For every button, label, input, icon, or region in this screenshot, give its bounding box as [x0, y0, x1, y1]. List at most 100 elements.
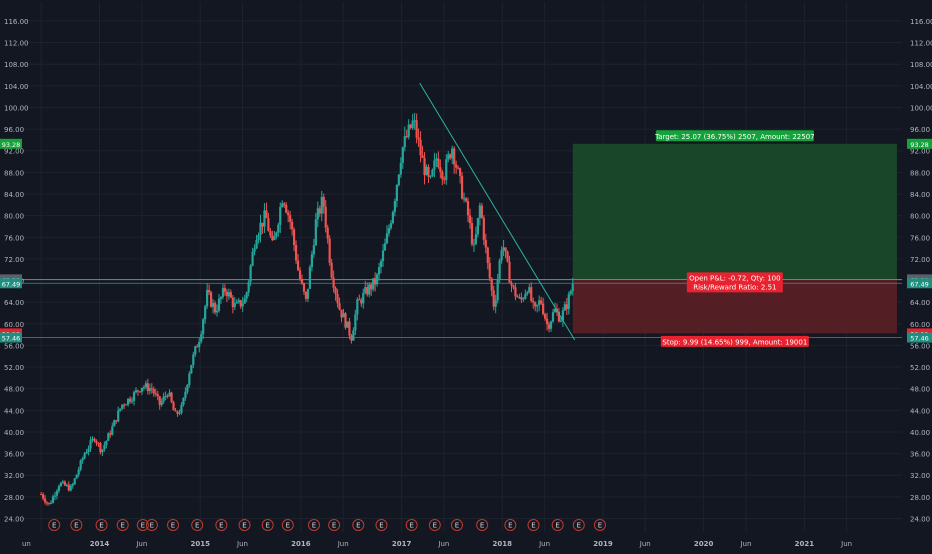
earnings-marker — [504, 519, 517, 531]
candle-body — [468, 215, 472, 224]
candle-body — [196, 346, 199, 348]
candle-body — [111, 426, 114, 435]
candle-body — [514, 287, 517, 297]
earnings-marker-label: E — [379, 522, 383, 530]
candle-body — [352, 330, 355, 341]
candle-body — [494, 300, 497, 307]
candle-body — [239, 300, 242, 307]
x-tick-label: 2017 — [392, 540, 412, 548]
earnings-marker — [281, 519, 294, 531]
x-tick-label: un — [22, 540, 31, 548]
candle-body — [306, 288, 310, 299]
candle-body — [113, 420, 116, 427]
x-tick-label: 2019 — [593, 540, 613, 548]
candle-body — [85, 451, 88, 454]
earnings-marker-label: E — [555, 522, 559, 530]
candle-body — [488, 262, 491, 279]
candle-body — [73, 478, 76, 485]
candle-body — [518, 297, 521, 299]
candle-body — [322, 196, 325, 207]
candle-body — [571, 284, 574, 292]
x-tick-label: Jun — [337, 540, 349, 548]
y-tick-label-right: 44.00 — [910, 407, 930, 415]
candle-body — [283, 203, 286, 205]
candle-body — [482, 217, 485, 240]
candle-body — [516, 296, 519, 298]
earnings-marker-label: E — [242, 522, 246, 530]
y-tick-label-left: 60.00 — [4, 321, 24, 329]
target-zone — [572, 143, 897, 280]
candle-body — [377, 267, 381, 275]
y-tick-label-left: 44.00 — [4, 407, 24, 415]
y-tick-label-right: 92.00 — [910, 148, 930, 156]
candle-body — [547, 324, 551, 329]
candle-body — [308, 267, 312, 289]
candle-body — [166, 395, 169, 397]
candle-body — [561, 310, 564, 321]
candle-body — [553, 309, 557, 313]
candle-body — [265, 210, 268, 219]
x-tick-label: Jun — [639, 540, 651, 548]
candle-body — [59, 482, 62, 487]
candle-body — [158, 396, 161, 405]
candle-body — [296, 260, 300, 271]
candle-body — [338, 303, 341, 310]
candle-body — [567, 294, 570, 310]
candle-body — [79, 460, 82, 470]
y-tick-label-right: 100.00 — [910, 104, 932, 112]
earnings-marker-label: E — [455, 522, 459, 530]
candle-body — [492, 290, 495, 307]
earnings-marker-label: E — [195, 522, 199, 530]
candle-body — [405, 136, 408, 138]
x-tick-label: Jun — [739, 540, 751, 548]
candle-body — [269, 231, 272, 236]
candle-body — [43, 498, 47, 503]
earnings-marker — [428, 519, 441, 531]
earnings-marker — [116, 519, 129, 531]
candle-body — [47, 502, 51, 504]
candle-body — [362, 292, 365, 304]
price-badge-left-text: 93.28 — [2, 141, 21, 149]
candle-body — [549, 321, 553, 329]
candle-body — [109, 433, 112, 435]
earnings-marker — [191, 519, 204, 531]
candle-body — [520, 297, 523, 300]
y-tick-label-right: 76.00 — [910, 234, 930, 242]
y-tick-label-right: 24.00 — [910, 515, 930, 523]
earnings-marker — [551, 519, 564, 531]
y-tick-label-left: 80.00 — [4, 213, 24, 221]
candle-body — [330, 262, 333, 278]
candle-body — [374, 278, 377, 285]
candle-body — [474, 234, 478, 244]
price-badge-right-text: 93.28 — [910, 141, 929, 149]
candle-body — [93, 438, 96, 441]
price-badge-right — [907, 138, 932, 149]
y-tick-label-right: 28.00 — [910, 494, 930, 502]
candle-body — [115, 420, 118, 422]
y-tick-label-left: 40.00 — [4, 429, 24, 437]
candle-body — [71, 484, 74, 486]
stop-label-box — [660, 335, 809, 347]
y-tick-label-left: 76.00 — [4, 234, 24, 242]
candle-body — [464, 198, 468, 202]
y-tick-label-left: 64.00 — [4, 299, 24, 307]
candle-body — [417, 137, 420, 140]
earnings-marker — [476, 519, 489, 531]
price-badge-left — [0, 278, 22, 289]
y-tick-label-left: 28.00 — [4, 494, 24, 502]
candle-body — [271, 235, 274, 241]
earnings-marker — [48, 519, 61, 531]
x-tick-label: 2015 — [190, 540, 210, 548]
x-tick-label: 2016 — [291, 540, 311, 548]
x-tick-label: Jun — [437, 540, 449, 548]
candle-body — [213, 303, 217, 313]
candle-body — [168, 392, 171, 397]
candle-body — [142, 387, 145, 389]
x-tick-label: Jun — [840, 540, 852, 548]
candle-body — [500, 250, 503, 261]
x-tick-label: Jun — [538, 540, 550, 548]
candle-body — [275, 232, 278, 237]
candle-body — [342, 313, 345, 318]
candle-body — [121, 404, 124, 409]
